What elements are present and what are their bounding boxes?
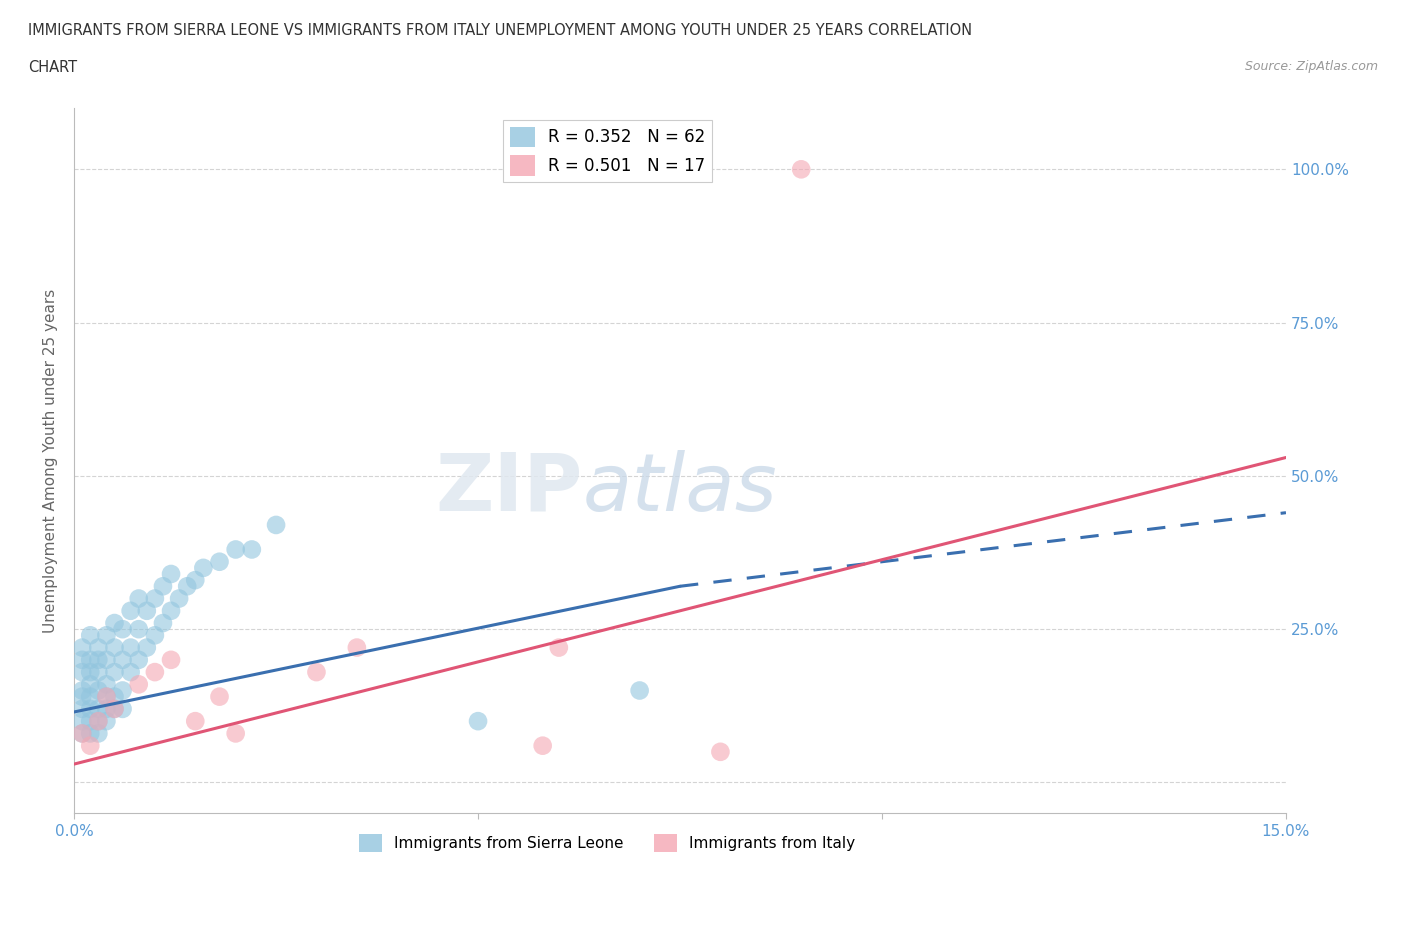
Point — [96, 628, 118, 643]
Point — [87, 665, 110, 680]
Point — [193, 561, 215, 576]
Point — [346, 640, 368, 655]
Point — [79, 726, 101, 741]
Point — [240, 542, 263, 557]
Point — [103, 640, 125, 655]
Point — [305, 665, 328, 680]
Point — [70, 640, 93, 655]
Point — [208, 554, 231, 569]
Point — [225, 542, 247, 557]
Point — [70, 689, 93, 704]
Point — [709, 744, 731, 759]
Point — [143, 665, 166, 680]
Point — [184, 713, 207, 728]
Point — [70, 713, 93, 728]
Point — [111, 622, 134, 637]
Point — [128, 677, 150, 692]
Point — [790, 162, 813, 177]
Point — [128, 591, 150, 606]
Point — [128, 622, 150, 637]
Text: atlas: atlas — [583, 450, 778, 527]
Point — [120, 604, 142, 618]
Point — [120, 665, 142, 680]
Point — [135, 640, 157, 655]
Point — [103, 701, 125, 716]
Point — [96, 713, 118, 728]
Point — [128, 653, 150, 668]
Point — [87, 713, 110, 728]
Point — [96, 689, 118, 704]
Text: Source: ZipAtlas.com: Source: ZipAtlas.com — [1244, 60, 1378, 73]
Legend: Immigrants from Sierra Leone, Immigrants from Italy: Immigrants from Sierra Leone, Immigrants… — [353, 828, 862, 858]
Point — [96, 677, 118, 692]
Point — [70, 726, 93, 741]
Point — [135, 604, 157, 618]
Point — [531, 738, 554, 753]
Point — [628, 683, 651, 698]
Point — [87, 701, 110, 716]
Point — [160, 653, 183, 668]
Point — [264, 517, 287, 532]
Point — [111, 653, 134, 668]
Text: IMMIGRANTS FROM SIERRA LEONE VS IMMIGRANTS FROM ITALY UNEMPLOYMENT AMONG YOUTH U: IMMIGRANTS FROM SIERRA LEONE VS IMMIGRAN… — [28, 23, 972, 38]
Point — [70, 653, 93, 668]
Point — [184, 573, 207, 588]
Point — [87, 726, 110, 741]
Point — [70, 683, 93, 698]
Y-axis label: Unemployment Among Youth under 25 years: Unemployment Among Youth under 25 years — [44, 288, 58, 632]
Point — [120, 640, 142, 655]
Point — [160, 604, 183, 618]
Point — [547, 640, 569, 655]
Point — [79, 713, 101, 728]
Point — [111, 683, 134, 698]
Point — [103, 665, 125, 680]
Point — [96, 701, 118, 716]
Point — [79, 701, 101, 716]
Point — [143, 628, 166, 643]
Point — [96, 653, 118, 668]
Point — [103, 616, 125, 631]
Point — [87, 653, 110, 668]
Point — [87, 713, 110, 728]
Text: CHART: CHART — [28, 60, 77, 75]
Point — [111, 701, 134, 716]
Point — [467, 713, 489, 728]
Point — [152, 578, 174, 593]
Point — [225, 726, 247, 741]
Point — [208, 689, 231, 704]
Point — [160, 566, 183, 581]
Point — [70, 665, 93, 680]
Point — [143, 591, 166, 606]
Point — [70, 701, 93, 716]
Point — [152, 616, 174, 631]
Point — [79, 677, 101, 692]
Point — [87, 640, 110, 655]
Point — [79, 689, 101, 704]
Point — [167, 591, 190, 606]
Point — [79, 665, 101, 680]
Point — [79, 628, 101, 643]
Point — [176, 578, 198, 593]
Point — [96, 689, 118, 704]
Point — [79, 653, 101, 668]
Point — [70, 726, 93, 741]
Point — [79, 738, 101, 753]
Point — [103, 701, 125, 716]
Point — [87, 683, 110, 698]
Text: ZIP: ZIP — [436, 450, 583, 527]
Point — [103, 689, 125, 704]
